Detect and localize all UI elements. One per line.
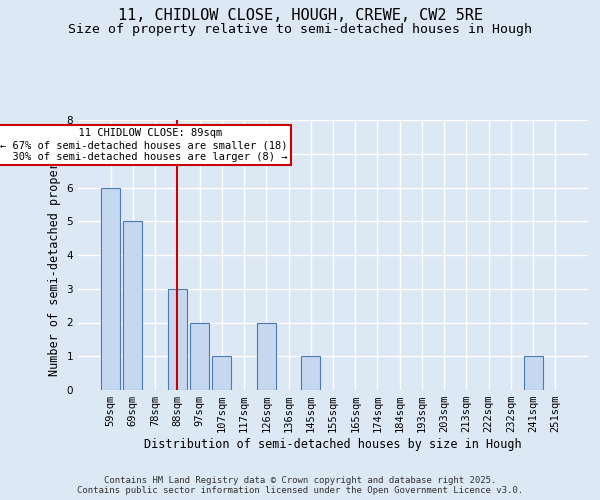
- Bar: [101, 188, 120, 390]
- Bar: [124, 221, 142, 390]
- Text: 11, CHIDLOW CLOSE, HOUGH, CREWE, CW2 5RE: 11, CHIDLOW CLOSE, HOUGH, CREWE, CW2 5RE: [118, 8, 482, 22]
- Bar: [524, 356, 542, 390]
- Text: Size of property relative to semi-detached houses in Hough: Size of property relative to semi-detach…: [68, 22, 532, 36]
- X-axis label: Distribution of semi-detached houses by size in Hough: Distribution of semi-detached houses by …: [144, 438, 522, 451]
- Y-axis label: Number of semi-detached properties: Number of semi-detached properties: [48, 134, 61, 376]
- Text: Contains HM Land Registry data © Crown copyright and database right 2025.
Contai: Contains HM Land Registry data © Crown c…: [77, 476, 523, 495]
- Bar: [212, 356, 231, 390]
- Bar: [257, 322, 276, 390]
- Text: 11 CHIDLOW CLOSE: 89sqm
← 67% of semi-detached houses are smaller (18)
  30% of : 11 CHIDLOW CLOSE: 89sqm ← 67% of semi-de…: [0, 128, 288, 162]
- Bar: [190, 322, 209, 390]
- Bar: [301, 356, 320, 390]
- Bar: [168, 289, 187, 390]
